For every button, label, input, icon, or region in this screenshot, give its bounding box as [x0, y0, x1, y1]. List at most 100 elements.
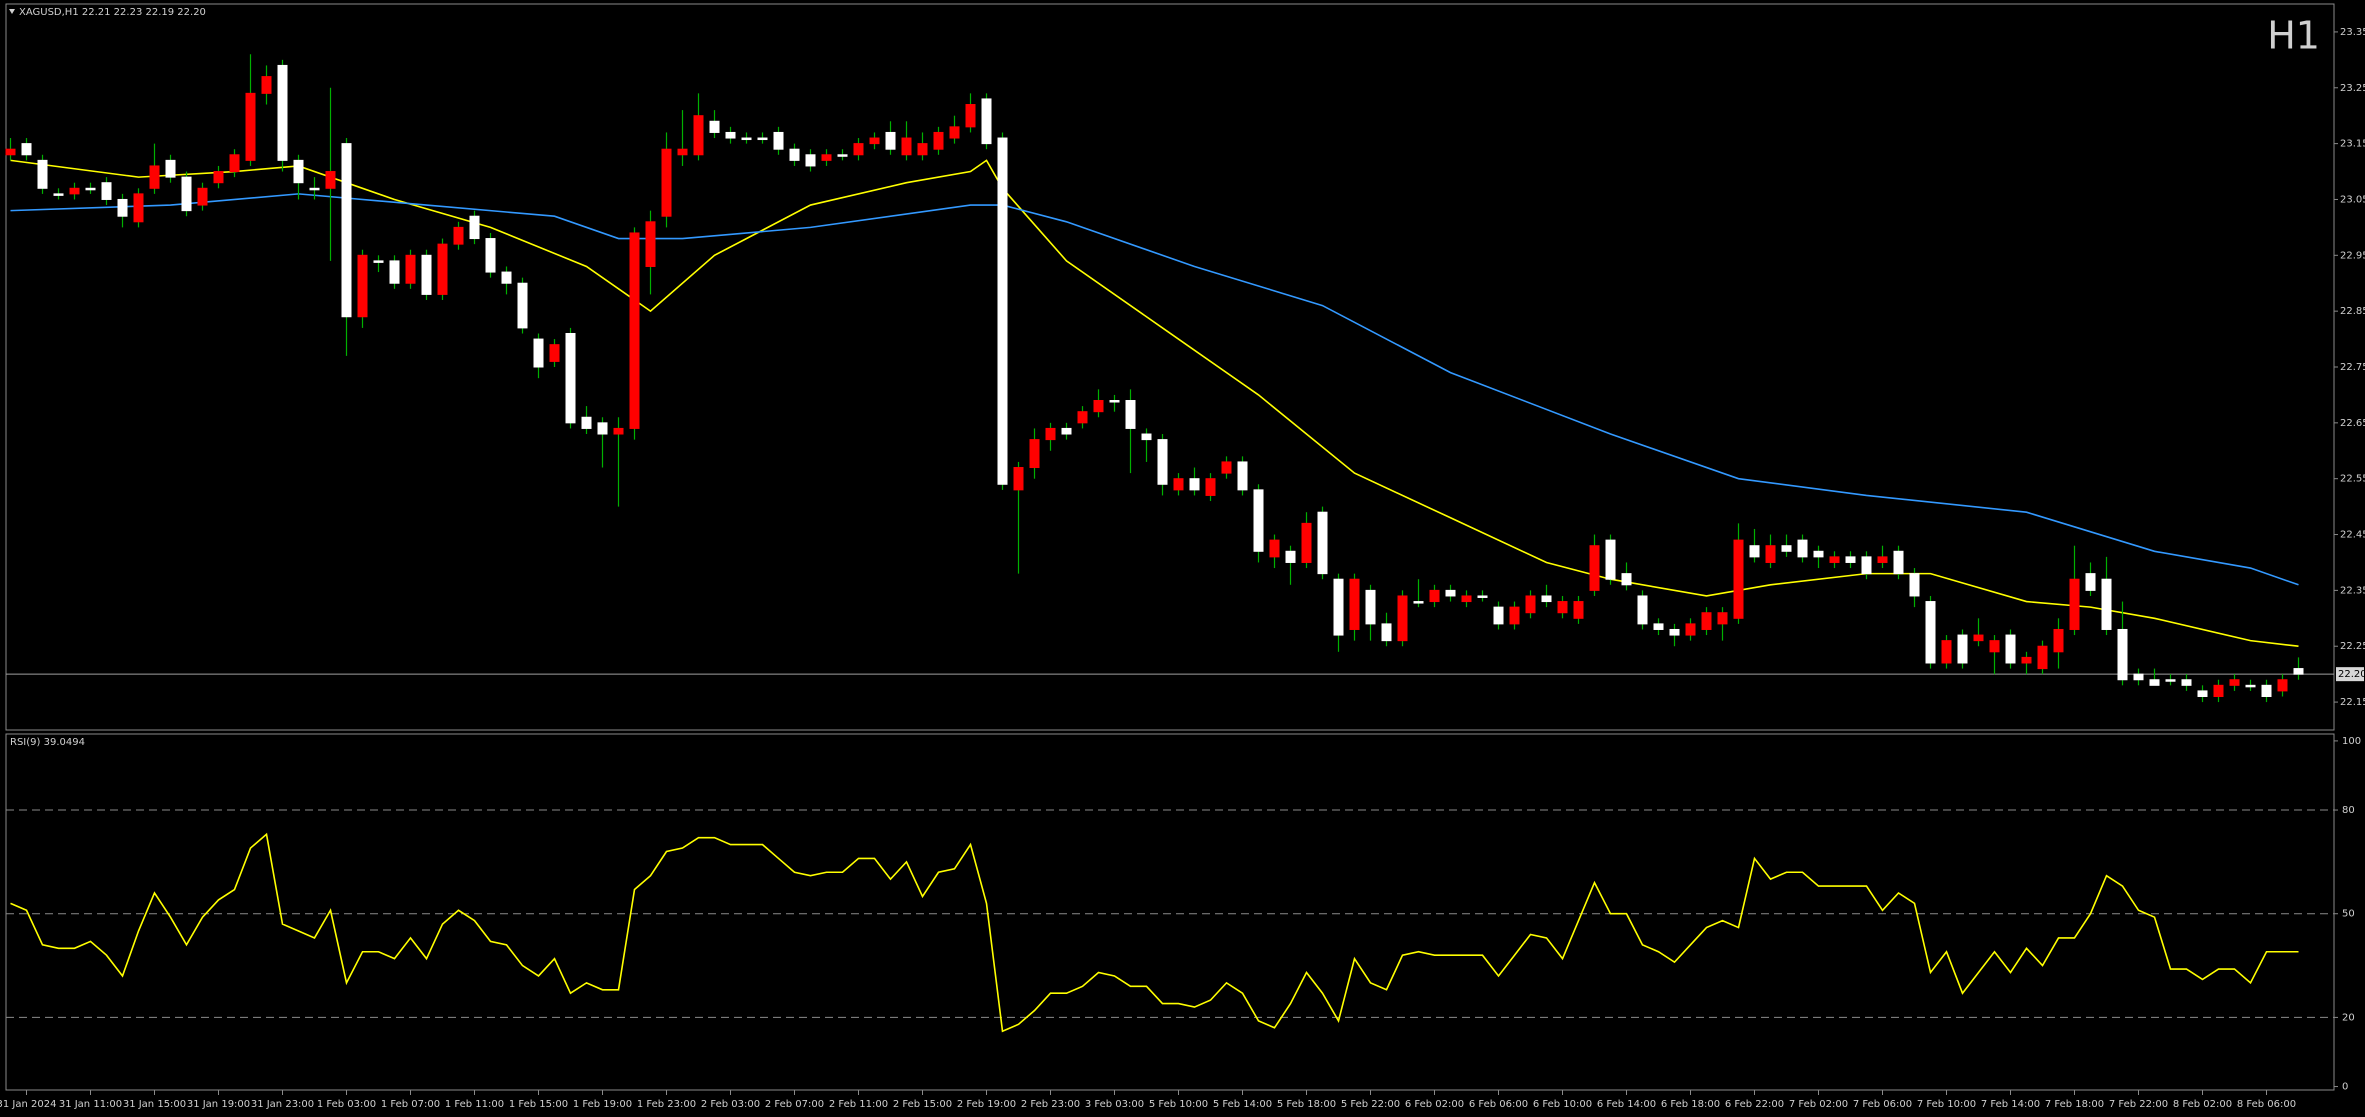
y-tick-label: 22.85 — [2340, 306, 2365, 317]
candle-body — [2037, 645, 2048, 670]
candle-body — [2133, 673, 2144, 681]
candle-body — [1237, 461, 1248, 491]
candle-body — [309, 187, 320, 191]
candle-body — [181, 176, 192, 212]
candle-body — [1573, 601, 1584, 619]
candle-body — [2053, 628, 2064, 653]
candle-body — [1269, 539, 1280, 558]
candle-body — [1509, 606, 1520, 625]
candle-body — [1941, 640, 1952, 664]
candle-body — [949, 126, 960, 139]
candle-body — [53, 193, 64, 196]
x-tick-label: 2 Feb 11:00 — [829, 1099, 888, 1110]
candle-body — [1397, 595, 1408, 642]
menu-icon[interactable] — [9, 9, 15, 14]
candle-body — [1733, 539, 1744, 619]
y-tick-label: 23.25 — [2340, 83, 2365, 94]
candle-body — [1525, 595, 1536, 614]
x-tick-label: 31 Jan 19:00 — [187, 1099, 250, 1110]
candle-body — [2293, 668, 2304, 675]
x-tick-label: 5 Feb 18:00 — [1277, 1099, 1336, 1110]
candle-body — [981, 98, 992, 145]
candle-body — [1557, 601, 1568, 614]
candle-body — [1349, 578, 1360, 630]
y-tick-label: 23.15 — [2340, 139, 2365, 150]
candle-body — [773, 131, 784, 150]
candle-body — [2021, 656, 2032, 664]
candle-body — [2213, 684, 2224, 697]
candle-body — [1973, 634, 1984, 642]
candle-body — [789, 148, 800, 161]
current-price-label: 22.20 — [2338, 669, 2365, 680]
candle-body — [1701, 612, 1712, 630]
x-tick-label: 7 Feb 06:00 — [1853, 1099, 1912, 1110]
candle-body — [1045, 427, 1056, 441]
candle-body — [1461, 595, 1472, 603]
x-tick-label: 7 Feb 22:00 — [2109, 1099, 2168, 1110]
candle-body — [549, 344, 560, 362]
candle-body — [1029, 439, 1040, 469]
candle-body — [2181, 679, 2192, 686]
candle-body — [325, 171, 336, 189]
candle-body — [1749, 545, 1760, 558]
candle-body — [677, 148, 688, 156]
candle-body — [1141, 433, 1152, 441]
x-tick-label: 31 Jan 23:00 — [251, 1099, 314, 1110]
candle-body — [293, 159, 304, 184]
candle-body — [581, 416, 592, 429]
candle-body — [1077, 411, 1088, 424]
x-tick-label: 1 Feb 23:00 — [637, 1099, 696, 1110]
candle-body — [1781, 545, 1792, 552]
candle-body — [869, 137, 880, 145]
candle-body — [21, 143, 32, 156]
x-tick-label: 5 Feb 10:00 — [1149, 1099, 1208, 1110]
x-tick-label: 7 Feb 02:00 — [1789, 1099, 1848, 1110]
candle-body — [437, 243, 448, 295]
candle-body — [1285, 550, 1296, 563]
candle-body — [1333, 578, 1344, 636]
candle-body — [1429, 589, 1440, 603]
candle-body — [1013, 467, 1024, 491]
candle-body — [1813, 550, 1824, 558]
candle-body — [1669, 628, 1680, 636]
candle-body — [1221, 461, 1232, 474]
candle-body — [805, 154, 816, 167]
x-tick-label: 6 Feb 02:00 — [1405, 1099, 1464, 1110]
x-tick-label: 8 Feb 06:00 — [2237, 1099, 2296, 1110]
candle-body — [1861, 556, 1872, 575]
candle-body — [533, 338, 544, 368]
x-tick-label: 5 Feb 14:00 — [1213, 1099, 1272, 1110]
x-tick-label: 2 Feb 07:00 — [765, 1099, 824, 1110]
x-tick-label: 6 Feb 06:00 — [1469, 1099, 1528, 1110]
candle-body — [277, 64, 288, 161]
candle-body — [965, 104, 976, 128]
candle-body — [85, 187, 96, 191]
candle-body — [69, 187, 80, 195]
x-tick-label: 31 Jan 11:00 — [59, 1099, 122, 1110]
x-tick-label: 2 Feb 23:00 — [1021, 1099, 1080, 1110]
candle-body — [133, 193, 144, 223]
candle-body — [1989, 640, 2000, 653]
current-price-box — [2336, 667, 2364, 682]
candle-body — [997, 137, 1008, 485]
x-tick-label: 6 Feb 22:00 — [1725, 1099, 1784, 1110]
candle-body — [1925, 601, 1936, 664]
candle-body — [629, 232, 640, 429]
moving-average — [10, 193, 2299, 586]
y-tick-label: 22.45 — [2340, 530, 2365, 541]
candle-body — [1605, 539, 1616, 580]
y-tick-label: 22.95 — [2340, 250, 2365, 261]
y-tick-label: 20 — [2342, 1012, 2355, 1023]
candle-body — [1541, 595, 1552, 603]
y-tick-label: 0 — [2342, 1082, 2348, 1093]
x-tick-label: 6 Feb 10:00 — [1533, 1099, 1592, 1110]
x-tick-label: 31 Jan 15:00 — [123, 1099, 186, 1110]
candle-body — [2261, 684, 2272, 697]
x-tick-label: 2 Feb 19:00 — [957, 1099, 1016, 1110]
candle-body — [357, 254, 368, 318]
candle-body — [901, 137, 912, 156]
candle-body — [565, 332, 576, 424]
